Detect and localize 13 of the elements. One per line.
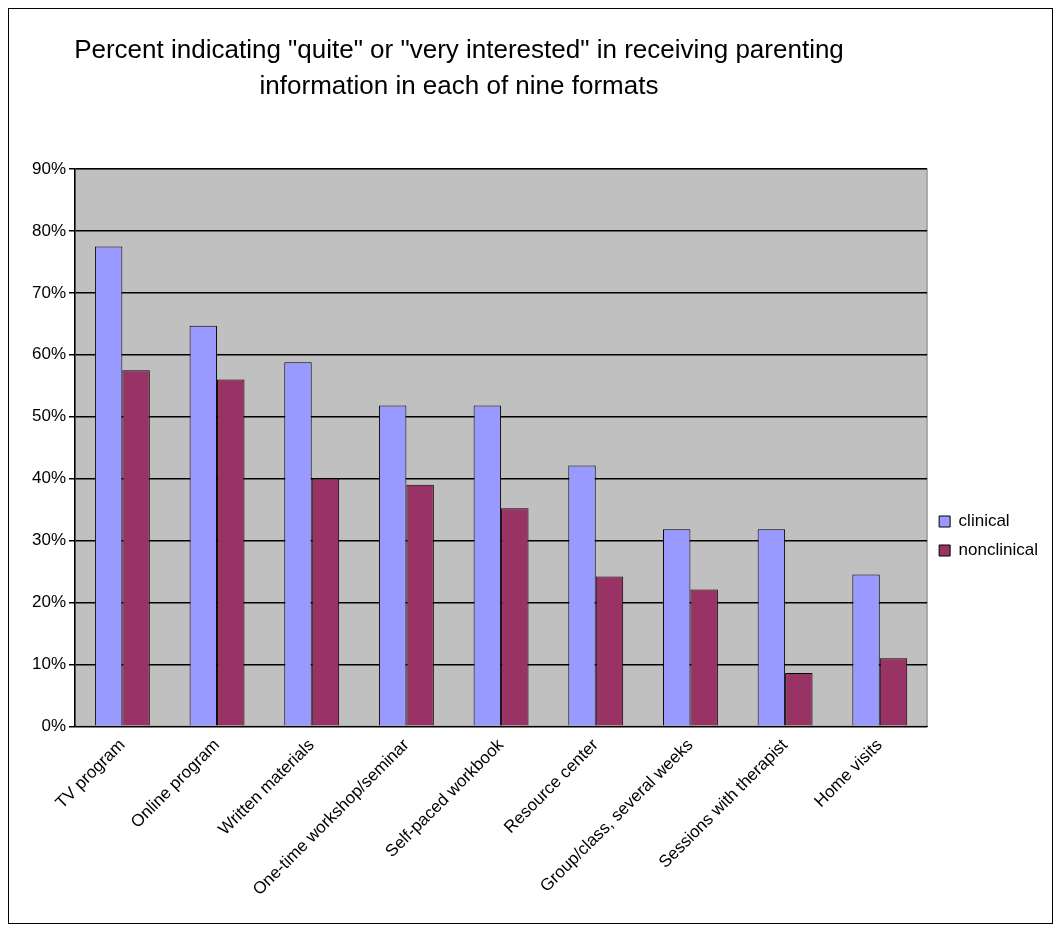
chart-title: Percent indicating "quite" or "very interested" in receiving parenting information in each of nine formats: [73, 33, 845, 102]
y-tick-label: 40%: [31, 468, 67, 488]
y-tick-label: 30%: [31, 530, 67, 550]
y-tick-label: 90%: [31, 158, 67, 178]
y-tick-label: 10%: [31, 654, 67, 674]
y-tick-label: 60%: [31, 344, 67, 364]
legend-label: clinical: [958, 511, 1010, 531]
y-tick-label: 70%: [31, 282, 67, 302]
y-tick-label: 80%: [31, 220, 67, 240]
legend-label: nonclinical: [958, 540, 1039, 560]
y-tick-label: 50%: [31, 406, 67, 426]
y-tick-label: 20%: [31, 592, 67, 612]
y-tick-label: 0%: [41, 715, 67, 735]
